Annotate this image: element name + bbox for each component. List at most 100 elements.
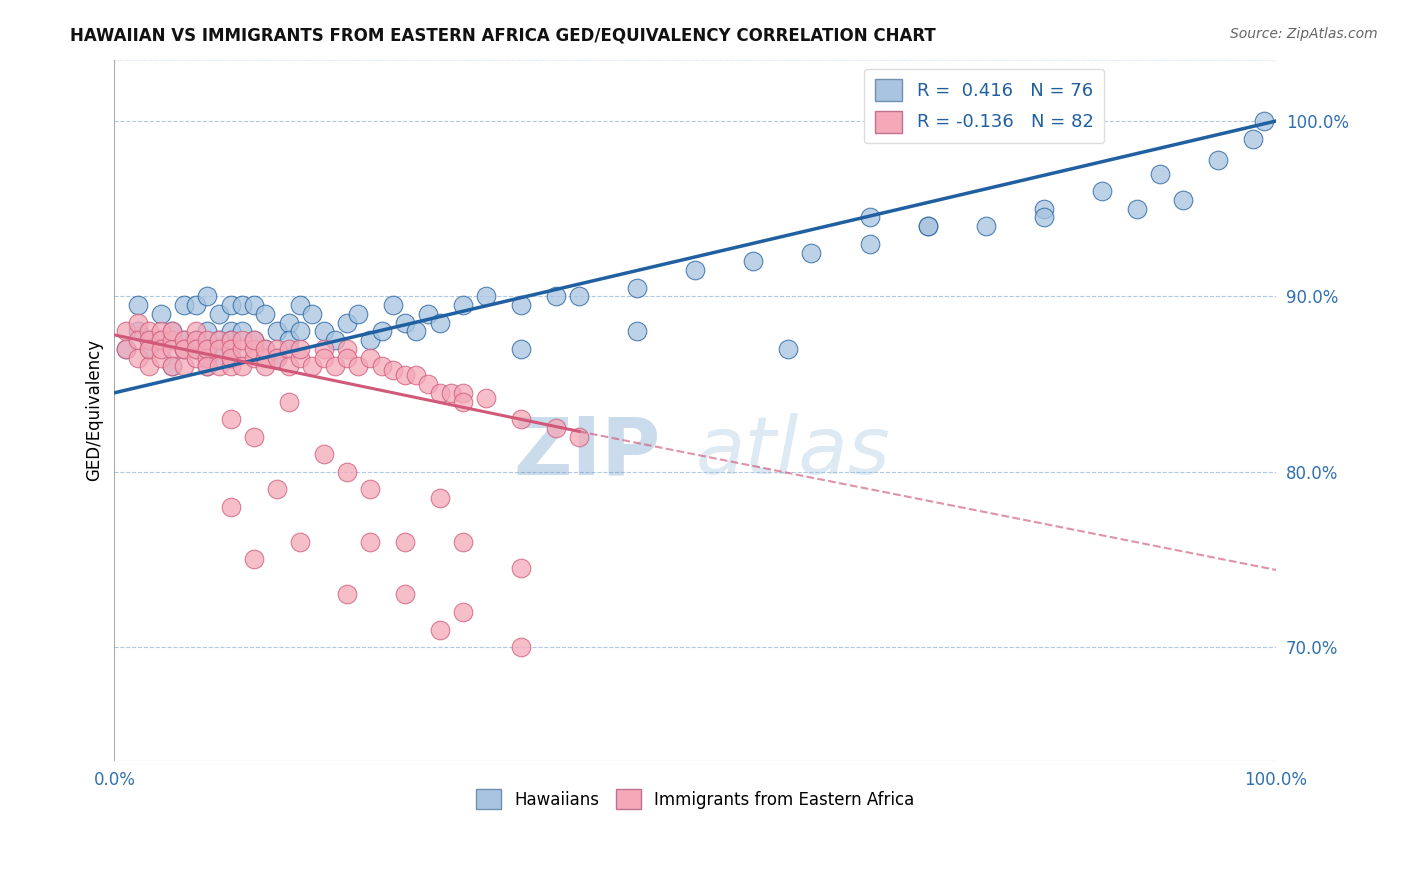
Point [451, 534, 474, 549]
Point [1125, 202, 1147, 216]
Point [195, 333, 218, 347]
Point [127, 325, 149, 339]
Point [277, 394, 299, 409]
Point [115, 342, 138, 356]
Point [1032, 211, 1054, 225]
Point [336, 316, 359, 330]
Point [173, 342, 195, 356]
Point [195, 342, 218, 356]
Point [277, 359, 299, 374]
Point [266, 325, 288, 339]
Point [138, 333, 160, 347]
Point [778, 342, 800, 356]
Point [115, 342, 138, 356]
Point [290, 325, 312, 339]
Point [184, 333, 207, 347]
Point [451, 385, 474, 400]
Point [149, 325, 172, 339]
Point [544, 289, 567, 303]
Point [184, 351, 207, 365]
Point [1091, 184, 1114, 198]
Point [266, 351, 288, 365]
Point [312, 351, 335, 365]
Point [254, 359, 277, 374]
Point [195, 351, 218, 365]
Point [416, 307, 439, 321]
Point [917, 219, 939, 234]
Point [243, 298, 266, 312]
Point [1032, 202, 1054, 216]
Point [243, 333, 266, 347]
Point [195, 289, 218, 303]
Point [301, 359, 323, 374]
Point [301, 307, 323, 321]
Point [127, 333, 149, 347]
Point [312, 325, 335, 339]
Point [219, 351, 242, 365]
Point [173, 342, 195, 356]
Point [277, 333, 299, 347]
Point [568, 430, 591, 444]
Point [974, 219, 997, 234]
Point [1149, 167, 1171, 181]
Point [370, 359, 392, 374]
Point [475, 289, 498, 303]
Point [359, 351, 381, 365]
Point [173, 333, 195, 347]
Point [162, 325, 184, 339]
Point [115, 325, 138, 339]
Point [382, 298, 405, 312]
Point [266, 342, 288, 356]
Point [510, 412, 533, 426]
Point [231, 333, 253, 347]
Point [138, 342, 160, 356]
Point [219, 412, 242, 426]
Point [683, 263, 706, 277]
Point [162, 333, 184, 347]
Point [312, 342, 335, 356]
Point [359, 482, 381, 496]
Point [149, 307, 172, 321]
Point [416, 377, 439, 392]
Point [1206, 153, 1229, 167]
Point [1241, 131, 1264, 145]
Point [243, 430, 266, 444]
Point [127, 316, 149, 330]
Point [149, 333, 172, 347]
Legend: Hawaiians, Immigrants from Eastern Africa: Hawaiians, Immigrants from Eastern Afric… [470, 782, 921, 816]
Point [243, 333, 266, 347]
Point [127, 351, 149, 365]
Point [254, 342, 277, 356]
Point [451, 298, 474, 312]
Point [184, 342, 207, 356]
Text: ZIP: ZIP [513, 413, 661, 491]
Point [510, 298, 533, 312]
Point [208, 333, 231, 347]
Point [243, 552, 266, 566]
Point [162, 359, 184, 374]
Point [347, 359, 370, 374]
Point [243, 342, 266, 356]
Point [336, 351, 359, 365]
Point [219, 325, 242, 339]
Point [231, 359, 253, 374]
Point [290, 534, 312, 549]
Point [138, 333, 160, 347]
Point [290, 342, 312, 356]
Point [208, 342, 231, 356]
Point [149, 351, 172, 365]
Point [231, 325, 253, 339]
Point [208, 333, 231, 347]
Point [451, 605, 474, 619]
Point [266, 482, 288, 496]
Point [544, 421, 567, 435]
Point [243, 351, 266, 365]
Point [451, 394, 474, 409]
Point [510, 342, 533, 356]
Point [405, 368, 427, 383]
Point [347, 307, 370, 321]
Point [858, 236, 880, 251]
Point [219, 342, 242, 356]
Text: atlas: atlas [695, 413, 890, 491]
Point [394, 316, 416, 330]
